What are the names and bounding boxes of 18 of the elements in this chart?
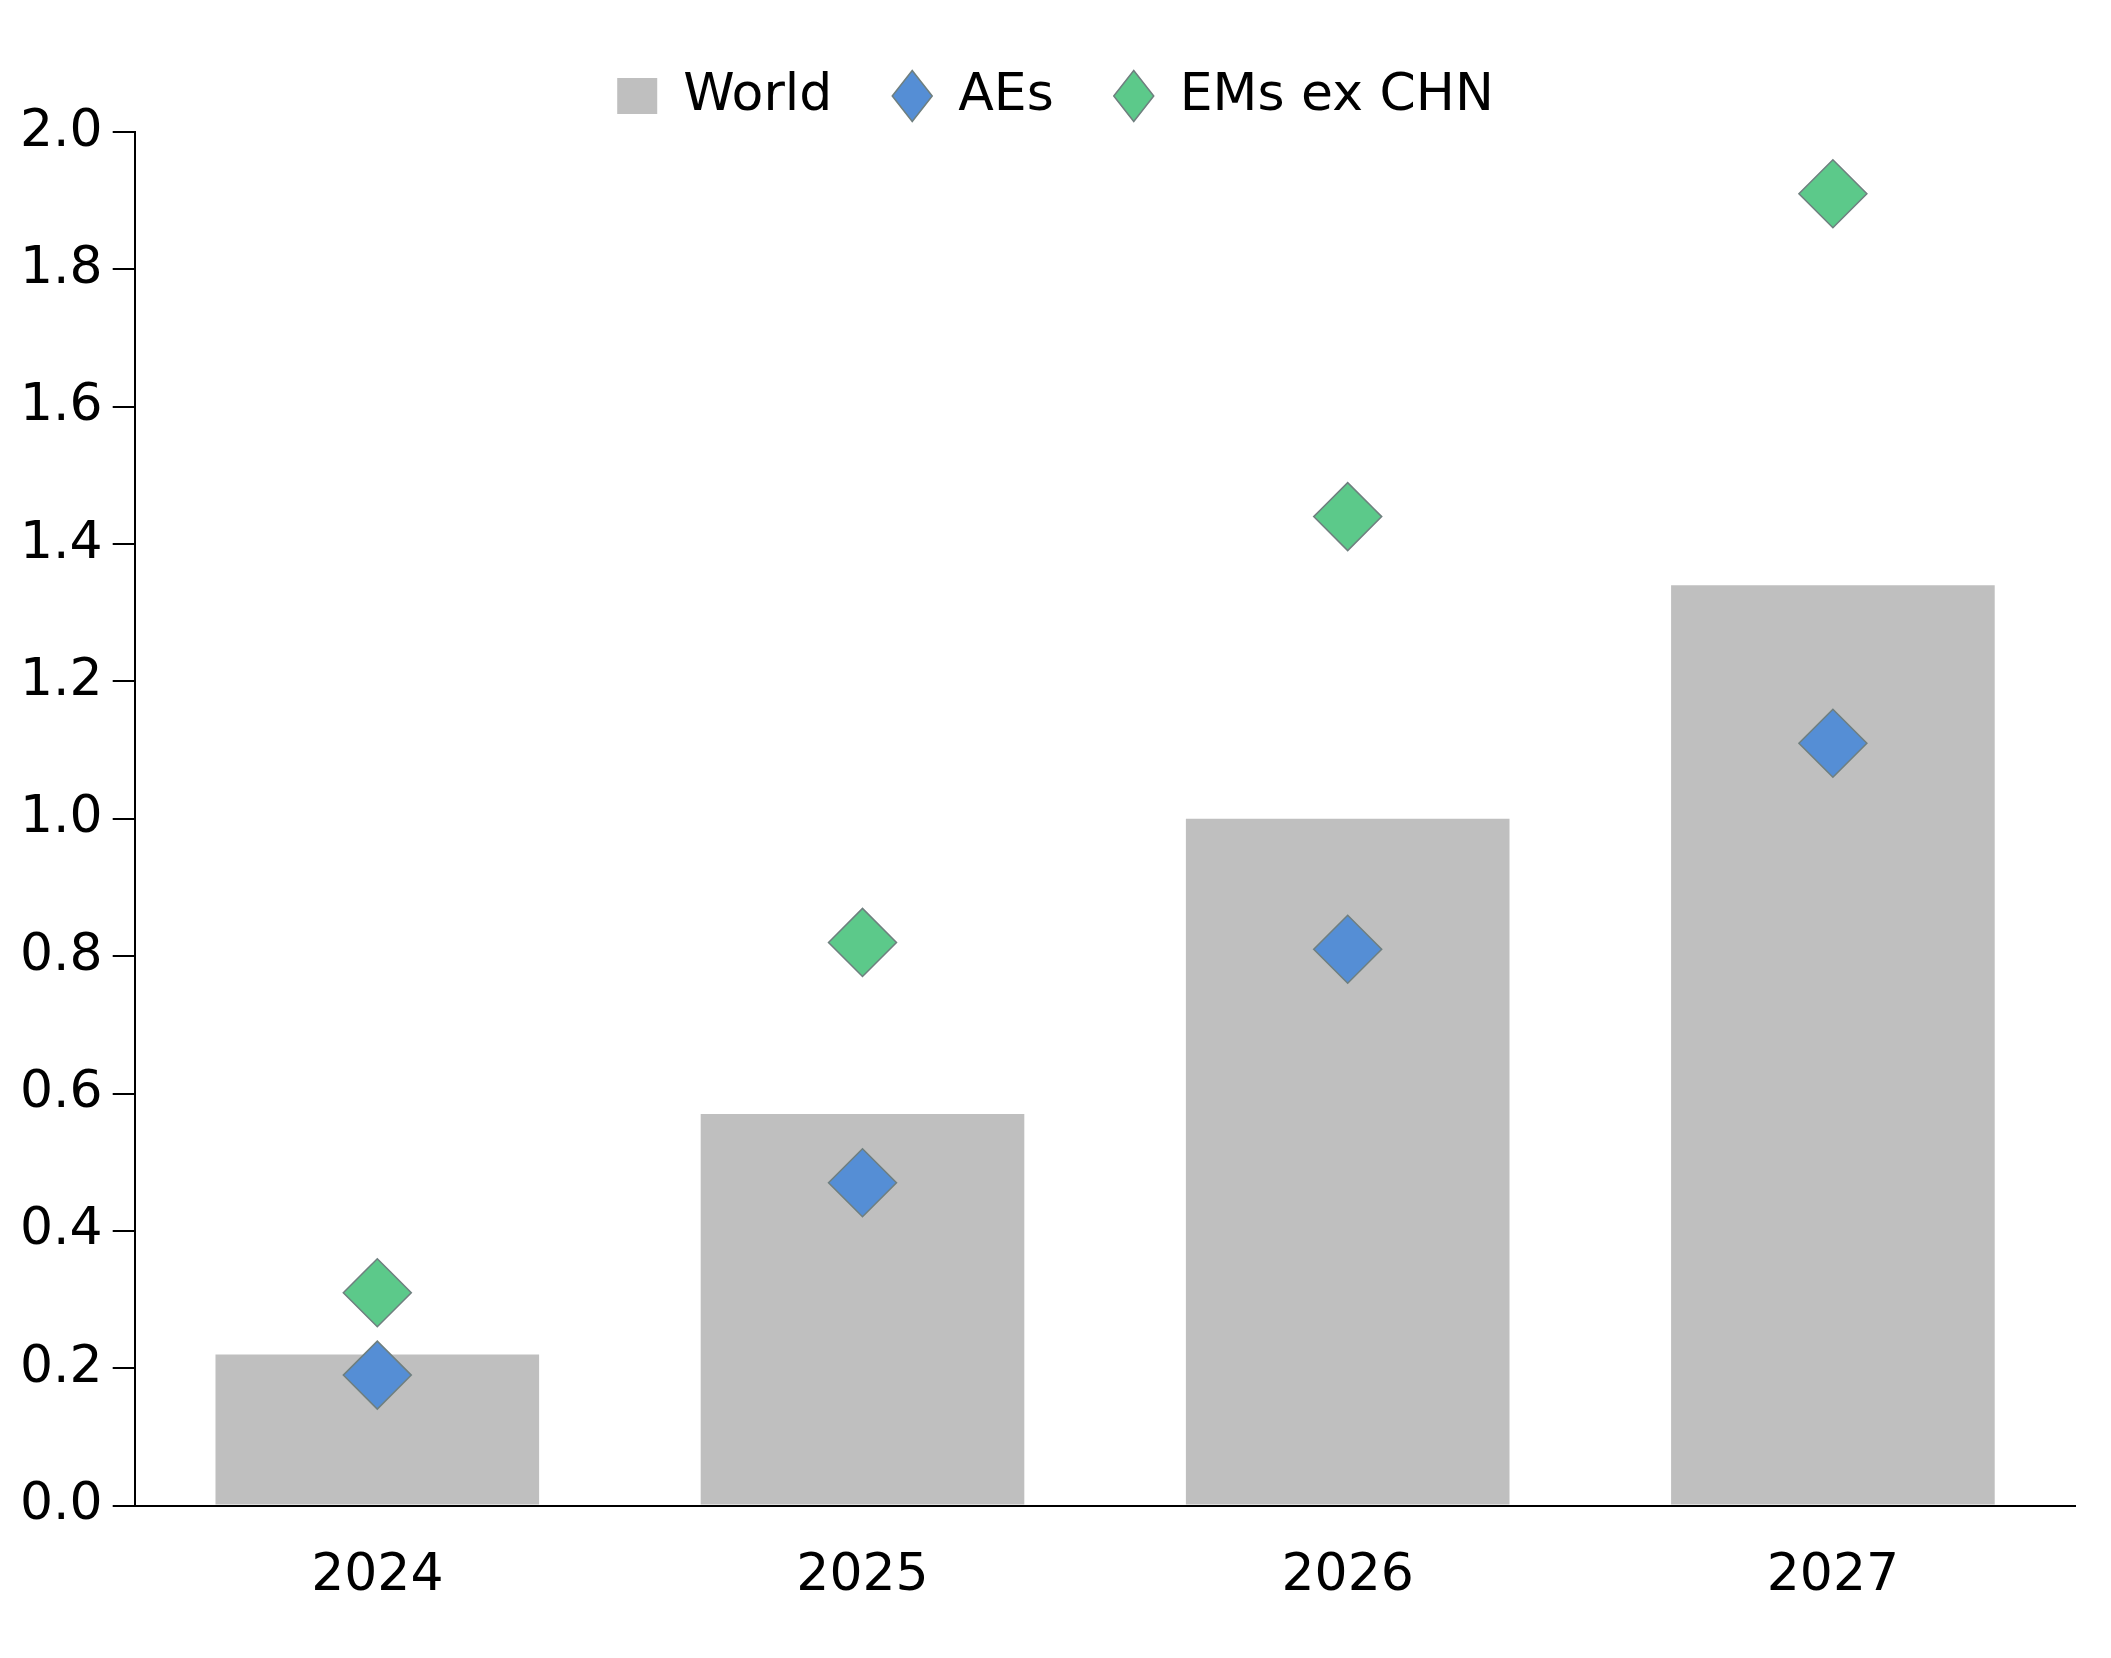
legend-label: World (683, 61, 833, 122)
legend-label: EMs ex CHN (1179, 61, 1494, 122)
y-tick-label: 0.8 (19, 921, 103, 982)
y-tick-label: 0.0 (19, 1471, 103, 1532)
x-tick-label: 2026 (1281, 1542, 1414, 1603)
y-tick-label: 0.4 (19, 1196, 103, 1257)
legend-label: AEs (958, 61, 1054, 122)
x-tick-label: 2027 (1766, 1542, 1900, 1603)
x-tick-label: 2024 (311, 1542, 444, 1603)
y-tick-label: 1.4 (19, 509, 103, 570)
y-tick-label: 0.2 (19, 1333, 103, 1394)
y-tick-label: 1.2 (19, 646, 103, 707)
y-tick-label: 0.6 (19, 1059, 103, 1120)
y-tick-label: 1.6 (19, 372, 103, 433)
y-tick-label: 1.8 (19, 234, 103, 295)
x-tick-label: 2025 (796, 1542, 929, 1603)
y-tick-label: 2.0 (19, 97, 103, 158)
y-tick-label: 1.0 (19, 784, 103, 845)
